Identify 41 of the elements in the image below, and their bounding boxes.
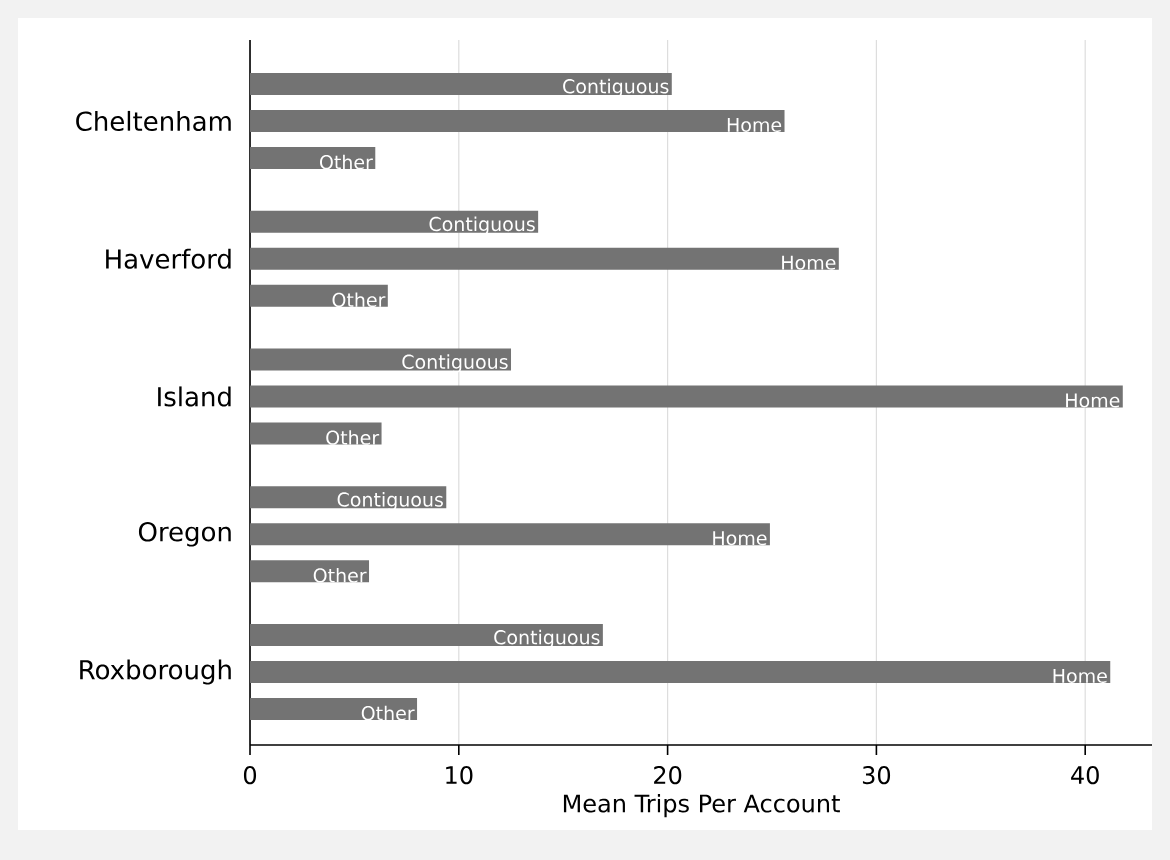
text: Contiguous [563,78,669,98]
y-tick-label: Cheltenham [76,110,231,132]
x-tick-label: 30 [862,766,891,785]
y-tick-label: Oregon [138,521,231,547]
text: Other [361,705,415,721]
x-tick-label: 20 [654,766,682,785]
text: Other [320,154,373,170]
x-axis-title: Mean Trips Per Account [563,793,840,818]
bar [250,146,376,169]
bar [250,697,418,720]
text: Contiguous [429,216,535,235]
series-label: Home [1053,668,1107,684]
series-label: Other [313,567,367,583]
y-tick-label: Island [158,386,231,407]
bar [250,210,539,233]
bar [250,623,603,646]
text: Home [1066,393,1120,408]
text: Home [713,531,767,546]
text: Home [782,255,836,270]
text: Other [332,292,386,308]
text: Home [727,117,782,133]
bar [250,109,785,132]
y-tick-label: Roxborough [80,659,231,685]
bar [250,247,839,270]
text: Contiguous [337,492,443,511]
text: Contiguous [402,354,508,373]
y-tick-label: Haverford [106,248,231,269]
series-label: Contiguous [494,629,600,649]
bar [250,284,388,307]
bar [250,560,370,583]
bar [250,72,672,95]
bar [250,523,770,546]
x-tick-label: 10 [446,766,473,785]
bar [250,385,1123,408]
bar [250,660,1111,683]
text: Other [326,430,380,445]
bar [250,486,447,509]
x-tick-label: 0 [243,766,257,785]
bar [250,348,512,371]
x-tick-label: 40 [1071,766,1099,785]
bar [250,422,382,445]
